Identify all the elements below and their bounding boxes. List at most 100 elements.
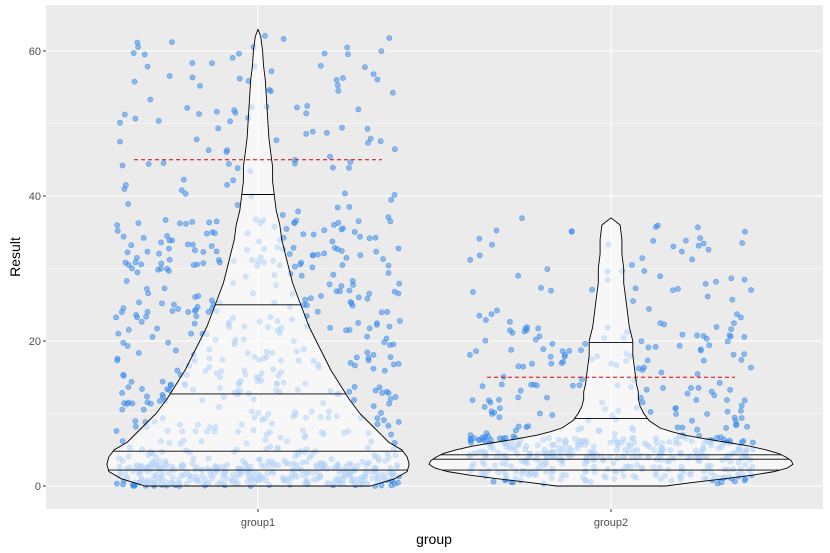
- data-point: [479, 383, 486, 390]
- data-point: [307, 295, 314, 302]
- data-point: [140, 406, 147, 413]
- data-point: [496, 405, 503, 411]
- data-point: [119, 162, 126, 169]
- data-point: [351, 362, 358, 369]
- data-point: [166, 245, 172, 252]
- data-point: [694, 371, 701, 377]
- data-point: [355, 106, 362, 113]
- data-point: [119, 438, 126, 444]
- data-point: [132, 115, 139, 122]
- data-point: [351, 383, 358, 390]
- data-point: [657, 273, 663, 280]
- x-tick-label: group1: [241, 517, 275, 529]
- data-point: [321, 50, 328, 57]
- data-point: [522, 325, 529, 331]
- data-point: [303, 110, 310, 117]
- data-point: [344, 44, 351, 51]
- data-point: [224, 181, 230, 188]
- data-point: [120, 233, 127, 240]
- data-point: [469, 397, 476, 403]
- data-point: [544, 394, 550, 401]
- data-point: [335, 87, 342, 94]
- data-point: [266, 87, 273, 93]
- data-point: [508, 346, 515, 353]
- data-point: [341, 190, 348, 197]
- data-point: [193, 313, 200, 320]
- data-point: [386, 323, 393, 330]
- data-point: [544, 266, 551, 272]
- data-point: [123, 182, 129, 188]
- data-point: [113, 428, 120, 434]
- data-point: [357, 233, 363, 240]
- data-point: [273, 137, 280, 144]
- data-point: [355, 294, 362, 301]
- data-point: [729, 296, 736, 303]
- data-point: [374, 421, 381, 428]
- data-point: [515, 423, 522, 430]
- data-point: [234, 202, 241, 208]
- data-point: [679, 424, 686, 431]
- data-point: [125, 326, 132, 333]
- data-point: [724, 397, 730, 403]
- data-point: [364, 349, 371, 356]
- data-point: [576, 382, 583, 388]
- data-point: [227, 118, 233, 125]
- data-point: [506, 318, 513, 325]
- data-point: [361, 64, 368, 71]
- violins: [106, 28, 794, 487]
- data-point: [364, 295, 371, 302]
- data-point: [192, 306, 199, 313]
- data-point: [355, 218, 362, 225]
- data-point: [694, 426, 701, 433]
- data-point: [132, 423, 139, 430]
- data-point: [115, 330, 122, 337]
- data-point: [280, 36, 287, 42]
- data-point: [164, 386, 170, 392]
- data-point: [139, 386, 145, 392]
- data-point: [236, 50, 242, 57]
- data-point: [124, 249, 131, 256]
- data-point: [317, 62, 324, 69]
- data-point: [675, 285, 681, 292]
- data-point: [188, 330, 194, 337]
- data-point: [138, 261, 145, 268]
- data-point: [395, 290, 402, 297]
- data-point: [158, 300, 165, 307]
- data-point: [170, 301, 177, 308]
- data-point: [216, 259, 223, 266]
- data-point: [314, 308, 321, 315]
- data-point: [391, 191, 398, 198]
- data-point: [330, 271, 337, 278]
- data-point: [396, 280, 403, 287]
- data-point: [566, 347, 573, 354]
- data-point: [184, 105, 191, 111]
- data-point: [535, 325, 542, 332]
- data-point: [343, 327, 349, 334]
- data-point: [684, 390, 691, 397]
- data-point: [482, 317, 489, 323]
- data-point: [298, 272, 305, 279]
- data-point: [396, 318, 403, 324]
- data-point: [140, 234, 147, 241]
- data-point: [395, 245, 402, 252]
- data-point: [114, 222, 121, 228]
- data-point: [520, 363, 527, 370]
- data-point: [376, 384, 383, 391]
- data-point: [672, 405, 679, 412]
- data-point: [121, 111, 128, 118]
- data-point: [467, 437, 474, 444]
- data-point: [748, 287, 754, 293]
- data-point: [334, 82, 341, 89]
- data-point: [513, 427, 519, 434]
- data-point: [176, 220, 183, 227]
- data-point: [532, 336, 539, 343]
- data-point: [117, 119, 123, 126]
- y-tick-label: 20: [29, 336, 41, 348]
- data-point: [155, 118, 162, 124]
- data-point: [647, 408, 654, 415]
- data-point: [679, 248, 685, 255]
- data-point: [178, 187, 185, 194]
- data-point: [470, 288, 476, 295]
- data-point: [578, 347, 584, 353]
- data-point: [156, 250, 162, 257]
